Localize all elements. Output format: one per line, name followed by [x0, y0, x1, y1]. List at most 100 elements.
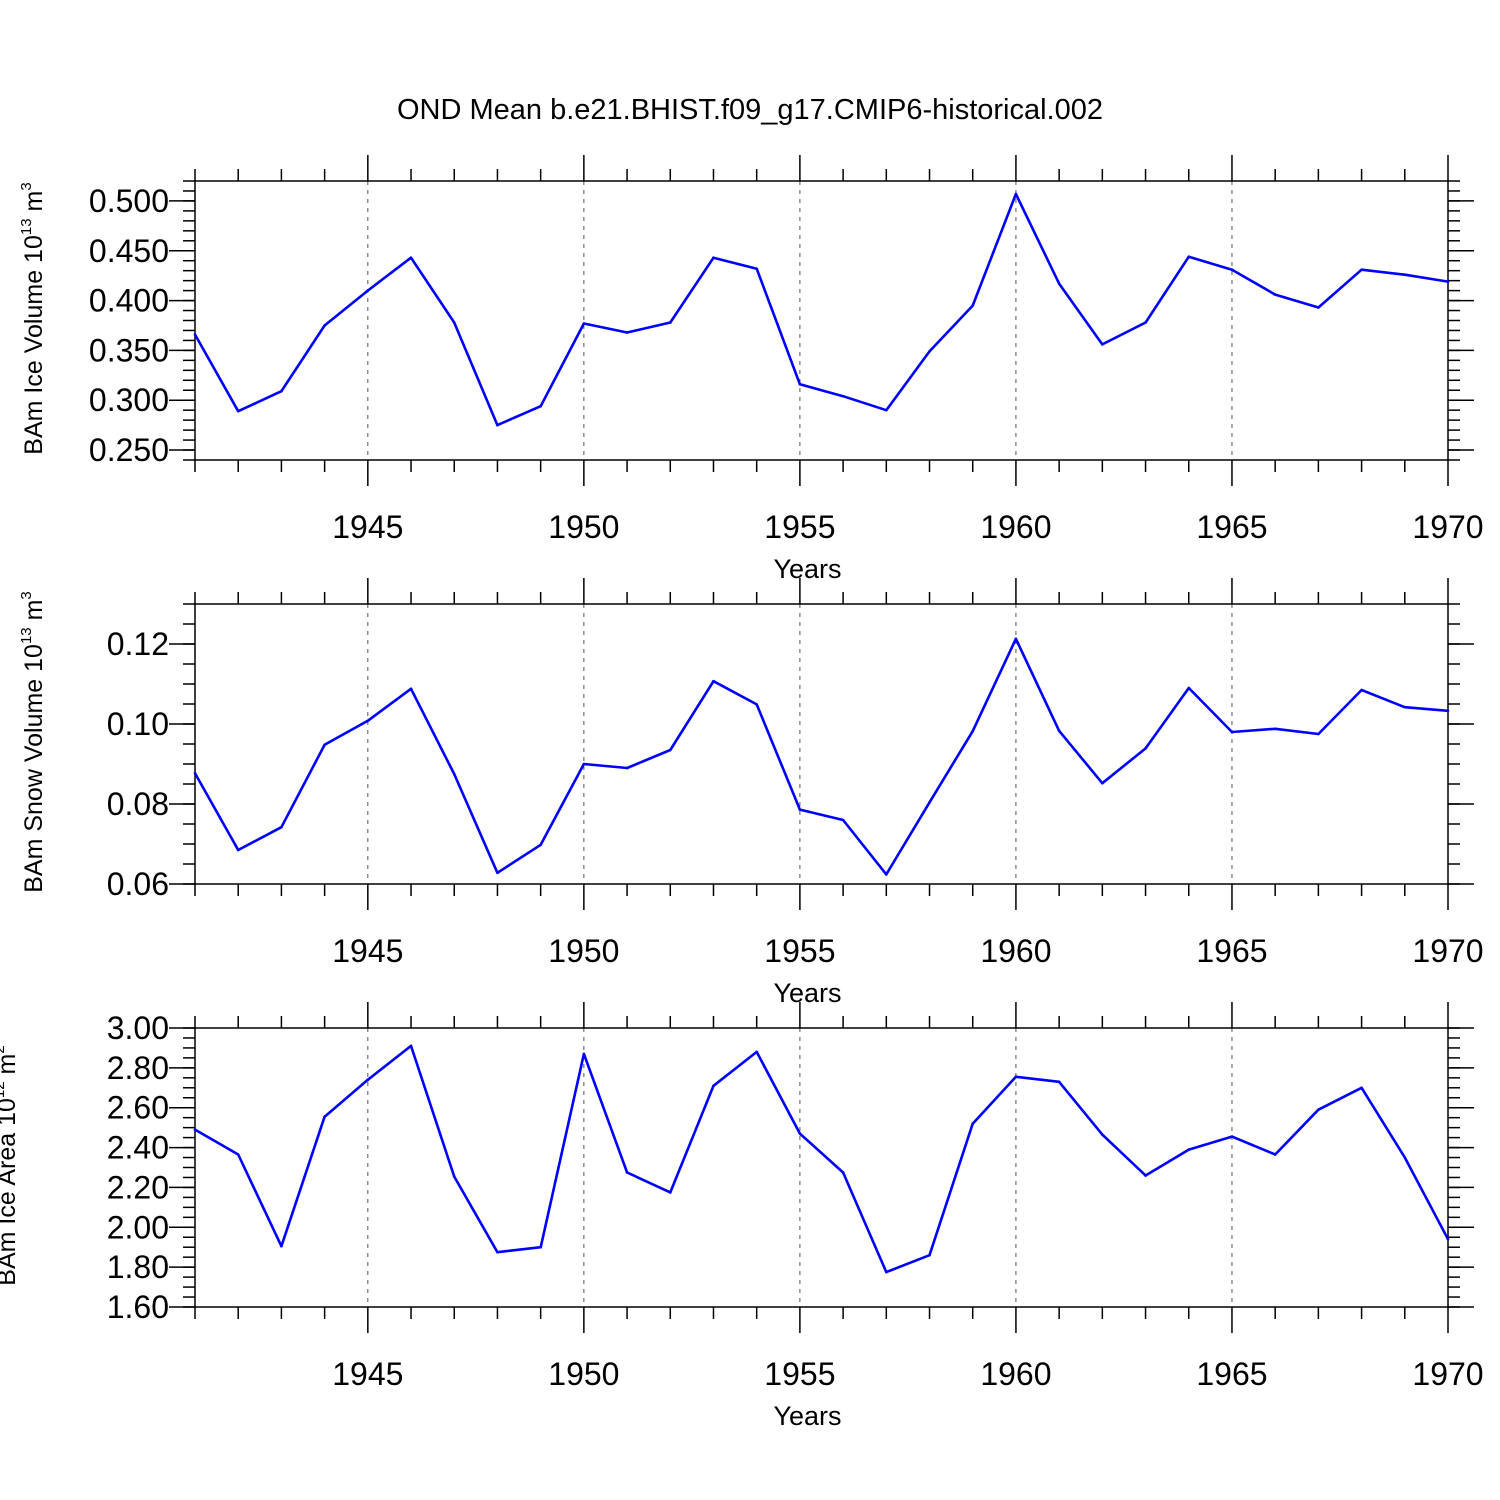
y-axis-title: BAm Ice Area 1012 m2: [0, 1045, 21, 1285]
data-point: [193, 1128, 197, 1131]
data-point: [755, 267, 758, 270]
data-point: [1360, 688, 1363, 692]
data-point: [668, 321, 672, 324]
y-axis-title-unit-exponent: 3: [18, 591, 35, 599]
data-point: [496, 1250, 499, 1254]
data-point: [1317, 732, 1320, 736]
data-point: [668, 748, 672, 752]
data-point: [971, 304, 975, 307]
x-axis-title: Years: [773, 978, 841, 1008]
data-point: [885, 873, 888, 876]
y-axis-title: BAm Ice Volume 1013 m3: [18, 182, 48, 454]
y-tick-label: 0.08: [107, 786, 169, 822]
data-point: [712, 256, 715, 260]
data-point: [798, 1132, 802, 1135]
y-tick-label: 1.60: [107, 1289, 169, 1325]
data-point: [1273, 1153, 1277, 1156]
data-point: [1014, 1075, 1018, 1079]
x-tick-label: 1950: [548, 1356, 619, 1392]
data-point: [712, 1084, 715, 1088]
data-point: [236, 848, 240, 852]
data-point: [323, 743, 326, 747]
data-point: [928, 350, 931, 353]
data-point: [928, 801, 931, 804]
y-tick-label: 0.250: [89, 432, 169, 468]
data-point: [1057, 1080, 1061, 1084]
data-point: [1144, 1174, 1147, 1177]
y-axis-title-unit-exponent: 3: [18, 182, 35, 190]
x-axis-title: Years: [773, 554, 841, 584]
data-point: [409, 256, 413, 260]
y-axis-title-text: BAm Ice Area 10: [0, 1098, 21, 1286]
data-point: [885, 408, 888, 412]
data-point: [1057, 729, 1061, 733]
y-axis-title-unit: m: [0, 1054, 21, 1082]
data-point: [1187, 686, 1191, 690]
data-point: [496, 423, 499, 427]
data-point: [1273, 293, 1277, 296]
data-point: [1317, 1108, 1320, 1112]
data-point: [452, 772, 456, 776]
chart-panel-1: 1945 1950 1955 1960 1965 1970 0.250 0.300 0.350 0…: [18, 155, 1484, 584]
y-tick-label: 0.500: [89, 183, 169, 219]
data-point: [1360, 268, 1363, 271]
figure-title: OND Mean b.e21.BHIST.f09_g17.CMIP6-histo…: [397, 94, 1103, 126]
data-point: [841, 1171, 845, 1174]
data-point: [625, 766, 629, 770]
y-tick-label: 1.80: [107, 1249, 169, 1285]
x-tick-label: 1965: [1196, 1356, 1267, 1392]
y-axis-title-unit: m: [20, 600, 48, 628]
data-point: [1446, 709, 1450, 713]
x-tick-label: 1950: [548, 933, 619, 969]
data-point: [452, 321, 456, 324]
y-tick-label: 2.80: [107, 1050, 169, 1086]
data-point: [1317, 306, 1320, 309]
data-point: [366, 289, 370, 292]
x-tick-label: 1950: [548, 509, 619, 545]
y-tick-label: 2.00: [107, 1209, 169, 1245]
data-point: [1187, 255, 1191, 259]
y-axis-title: BAm Snow Volume 1013 m3: [18, 591, 48, 893]
y-axis-title-text: BAm Ice Volume 10: [20, 235, 48, 455]
data-point: [798, 382, 802, 386]
data-point: [323, 324, 326, 327]
data-point: [841, 818, 845, 822]
data-point: [798, 808, 802, 811]
y-axis-title-text: BAm Snow Volume 10: [20, 644, 48, 893]
y-axis-title-unit-exponent: 2: [0, 1045, 8, 1053]
x-tick-label: 1960: [980, 509, 1051, 545]
data-point: [1144, 747, 1147, 750]
data-point: [1144, 321, 1147, 324]
x-tick-label: 1960: [980, 1356, 1051, 1392]
data-point: [1446, 280, 1450, 283]
data-point: [971, 729, 975, 733]
y-tick-label: 0.400: [89, 283, 169, 319]
data-point: [193, 771, 197, 775]
x-tick-label: 1965: [1196, 509, 1267, 545]
data-point: [452, 1175, 456, 1178]
data-point: [366, 719, 370, 723]
data-point: [1057, 282, 1061, 285]
y-tick-label: 0.300: [89, 382, 169, 418]
x-tick-label: 1945: [332, 1356, 403, 1392]
data-point: [625, 331, 629, 334]
data-point: [1101, 781, 1104, 785]
y-tick-label: 2.20: [107, 1169, 169, 1205]
y-tick-label: 0.06: [107, 866, 169, 902]
data-point: [1403, 273, 1407, 276]
data-point: [1187, 1148, 1191, 1151]
y-axis-title-exponent: 13: [18, 627, 35, 644]
chart-panel-2: 1945 1950 1955 1960 1965 1970 0.06 0.08 0.10 0.12…: [18, 578, 1484, 1008]
data-point: [323, 1115, 326, 1118]
data-point: [1403, 705, 1407, 709]
data-point: [885, 1270, 888, 1274]
data-point: [1014, 637, 1018, 641]
data-point: [668, 1191, 672, 1194]
data-point: [1403, 1156, 1407, 1159]
x-tick-label: 1970: [1412, 509, 1483, 545]
data-point: [496, 871, 499, 875]
y-axis-title-exponent: 12: [0, 1081, 8, 1098]
data-point: [539, 404, 542, 408]
data-point: [582, 322, 586, 325]
data-point: [280, 389, 283, 393]
